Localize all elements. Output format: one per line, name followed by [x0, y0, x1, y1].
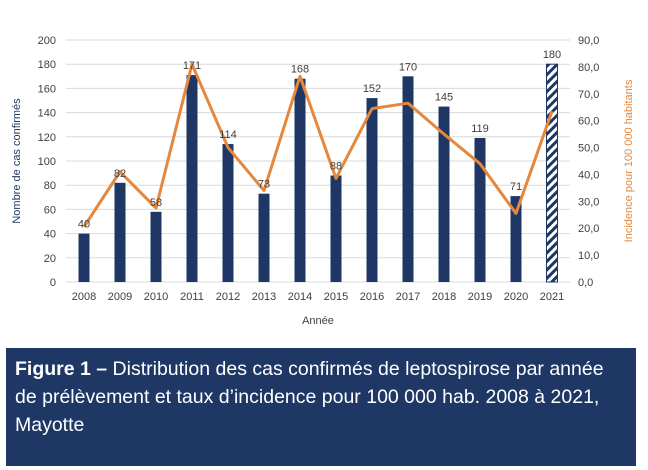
bar: [186, 75, 198, 282]
bar: [150, 211, 162, 282]
bar-data-label: 82: [114, 168, 126, 180]
y-tick-label: 160: [38, 83, 56, 95]
bar-data-label: 145: [435, 92, 453, 104]
y2-tick-label: 80,0: [578, 62, 599, 74]
bar-data-label: 171: [183, 60, 201, 72]
y-tick-label: 100: [38, 156, 56, 168]
y2-tick-label: 10,0: [578, 250, 599, 262]
y2-tick-label: 90,0: [578, 35, 599, 47]
bar: [222, 144, 234, 282]
x-tick-label: 2021: [540, 291, 564, 303]
x-tick-label: 2018: [432, 291, 456, 303]
bar-data-label: 168: [291, 64, 309, 76]
y2-axis-title: Incidence pour 100 000 habitants: [623, 79, 635, 242]
bar-data-label: 119: [471, 123, 489, 135]
bar-data-label: 58: [150, 197, 162, 209]
x-tick-label: 2013: [252, 291, 276, 303]
incidence-line: [82, 62, 554, 228]
y-tick-label: 180: [38, 59, 56, 71]
x-tick-label: 2017: [396, 291, 420, 303]
y2-tick-label: 50,0: [578, 143, 599, 155]
y-axis-title: Nombre de cas confirmés: [11, 98, 23, 224]
x-tick-label: 2011: [180, 291, 204, 303]
chart-area: 0 20 40 60 80 100 120 140 160 180 200 0,0 10,0 20,0 30…: [11, 35, 635, 327]
bar: [294, 78, 306, 282]
bar: [510, 196, 522, 282]
bar-data-label: 114: [219, 129, 237, 141]
y-tick-label: 140: [38, 108, 56, 120]
x-tick-label: 2014: [288, 291, 312, 303]
y2-tick-label: 0,0: [578, 277, 593, 289]
x-tick-label: 2015: [324, 291, 348, 303]
y2-tick-label: 40,0: [578, 169, 599, 181]
bar: [366, 98, 378, 282]
bar-data-label: 40: [78, 219, 90, 231]
x-tick-label: 2010: [144, 291, 168, 303]
bar: [258, 193, 270, 282]
y2-tick-label: 20,0: [578, 223, 599, 235]
bar-data-label: 180: [543, 49, 561, 61]
y-tick-label: 120: [38, 132, 56, 144]
y-tick-label: 200: [38, 35, 56, 47]
bar-data-label: 170: [399, 61, 417, 73]
x-tick-label: 2008: [72, 291, 96, 303]
x-tick-label: 2009: [108, 291, 132, 303]
bar-data-label: 73: [258, 179, 270, 191]
y-tick-label: 60: [44, 204, 56, 216]
bar: [114, 182, 126, 282]
bar-data-label: 88: [330, 161, 342, 173]
combo-chart: 0 20 40 60 80 100 120 140 160 180 200 0,0 10,0 20,0 30…: [11, 35, 635, 327]
bar: [546, 63, 558, 283]
bar: [438, 106, 450, 282]
y2-tick-label: 30,0: [578, 196, 599, 208]
bar-data-label: 71: [510, 181, 522, 193]
bar: [330, 175, 342, 282]
figure-caption-label: Figure 1 –: [15, 358, 108, 380]
y-tick-label: 20: [44, 253, 56, 265]
figure-caption-text: Distribution des cas confirmés de leptos…: [15, 358, 604, 436]
x-axis-title: Année: [302, 315, 334, 327]
y2-tick-label: 70,0: [578, 89, 599, 101]
bar: [402, 76, 414, 282]
x-tick-label: 2020: [504, 291, 528, 303]
x-tick-label: 2016: [360, 291, 384, 303]
bar: [78, 233, 90, 282]
y2-tick-label: 60,0: [578, 116, 599, 128]
bar: [474, 138, 486, 282]
y-tick-label: 0: [50, 277, 56, 289]
bar-data-label: 152: [363, 83, 381, 95]
figure-caption: Figure 1 – Distribution des cas confirmé…: [6, 348, 636, 466]
y-tick-label: 40: [44, 229, 56, 241]
x-tick-label: 2012: [216, 291, 240, 303]
y-tick-label: 80: [44, 180, 56, 192]
x-tick-label: 2019: [468, 291, 492, 303]
